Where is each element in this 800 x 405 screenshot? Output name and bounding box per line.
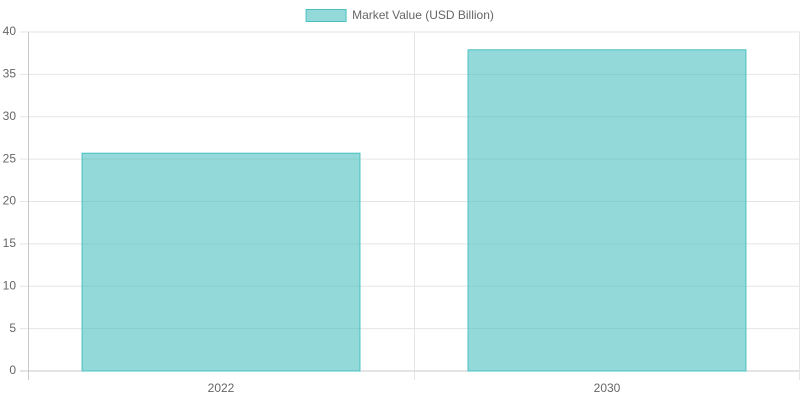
y-tick-label: 25 — [3, 151, 17, 165]
y-tick-label: 0 — [9, 363, 16, 377]
legend-label: Market Value (USD Billion) — [352, 8, 494, 22]
y-tick-label: 5 — [9, 321, 16, 335]
x-tick-label: 2022 — [208, 381, 235, 395]
y-tick-label: 35 — [3, 67, 17, 81]
x-tick-label: 2030 — [594, 381, 621, 395]
y-tick-label: 20 — [3, 194, 17, 208]
y-tick-label: 15 — [3, 236, 17, 250]
y-tick-label: 40 — [3, 24, 17, 38]
y-tick-label: 10 — [3, 278, 17, 292]
bar — [467, 49, 747, 372]
legend: Market Value (USD Billion) — [305, 8, 494, 22]
bar — [81, 152, 361, 372]
y-tick-label: 30 — [3, 109, 17, 123]
legend-swatch — [305, 9, 347, 22]
